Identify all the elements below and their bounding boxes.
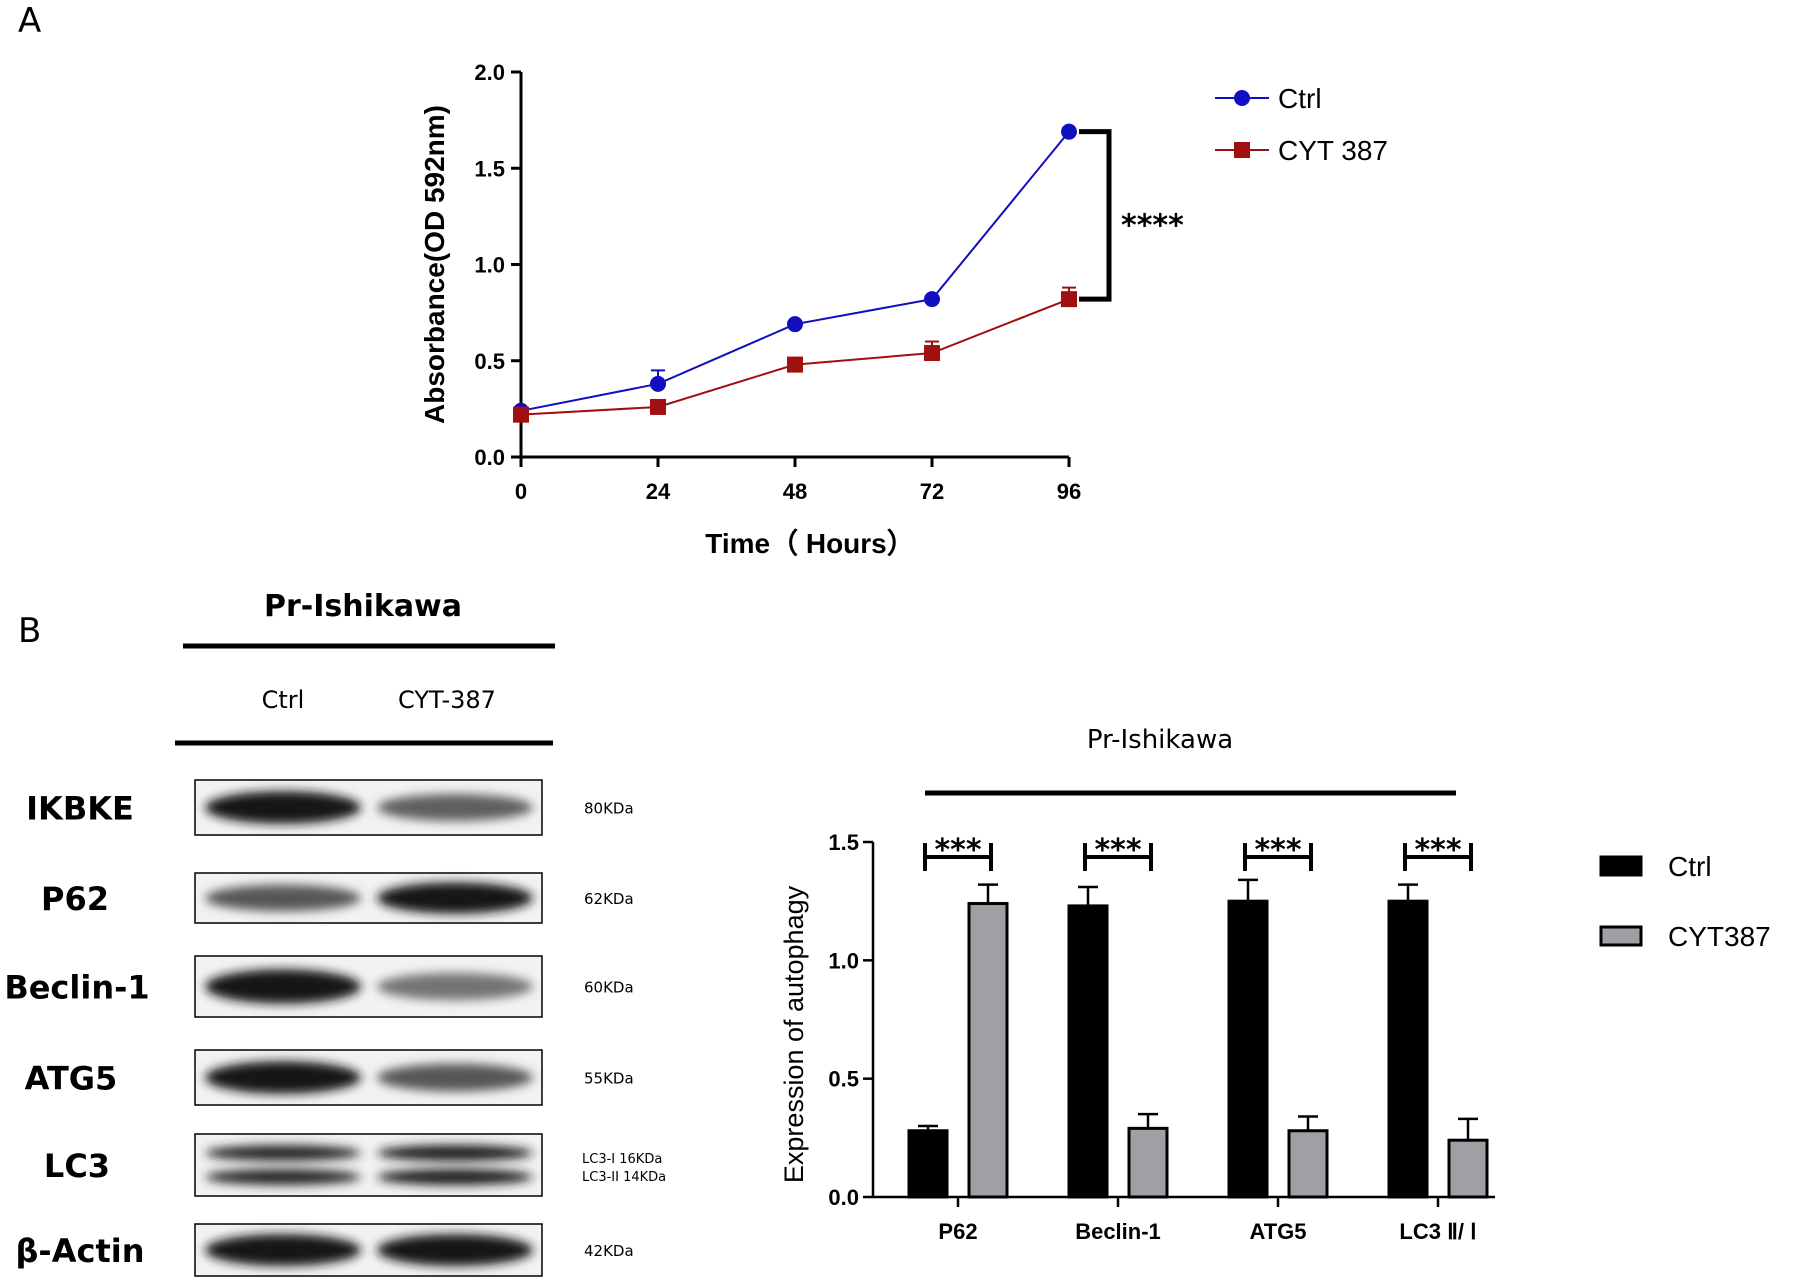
- line-chart-x-tick-label: 48: [783, 479, 807, 504]
- panel-b-letter: B: [18, 611, 41, 651]
- line-chart-x-tick-label: 24: [646, 479, 671, 504]
- blot-protein-label: IKBKE: [26, 790, 134, 828]
- blot-band: [205, 1169, 361, 1185]
- bar-chart-legend-swatch: [1599, 855, 1643, 877]
- bar-chart-bar: [1447, 1138, 1489, 1199]
- blot-protein-label: P62: [41, 880, 109, 918]
- blot-size-label: 42KDa: [584, 1242, 634, 1260]
- blot-size-label: 60KDa: [584, 979, 634, 997]
- bar-chart-legend-label: CYT387: [1668, 921, 1771, 952]
- bar-chart-significance-label: ***: [1414, 833, 1461, 868]
- blot-size-label: LC3-I 16KDa: [582, 1152, 662, 1167]
- blot-size-label: 62KDa: [584, 890, 634, 908]
- bar-chart-bar: [1067, 904, 1109, 1199]
- western-blot: Pr-Ishikawa Ctrl CYT-387 IKBKE 80KDa P62 62…: [4, 589, 666, 1277]
- bar-chart-y-tick-label: 0.5: [828, 1067, 859, 1092]
- bar-chart-significance-label: ***: [934, 833, 981, 868]
- line-chart-point: [513, 406, 529, 423]
- line-chart-point: [1061, 123, 1077, 140]
- line-chart-point: [787, 356, 803, 373]
- line-chart-legend-label: CYT 387: [1278, 135, 1388, 166]
- blot-strip: [194, 1133, 543, 1197]
- line-chart-point: [924, 291, 940, 308]
- bar-chart-y-tick-label: 1.0: [828, 948, 859, 973]
- line-chart-absorbance: Absorbance(OD 592nm) Time（ Hours） **** 0…: [419, 60, 1388, 559]
- blot-band: [377, 882, 533, 914]
- bar-chart-legend-swatch: [1599, 925, 1643, 947]
- bar-chart-bar: [1287, 1129, 1329, 1199]
- blot-band: [377, 1169, 533, 1185]
- line-chart-y-tick-label: 1.0: [474, 253, 505, 278]
- line-chart-point: [650, 398, 666, 415]
- bar-chart-category-label: LC3 Ⅱ/ Ⅰ: [1399, 1219, 1476, 1244]
- blot-band: [377, 1145, 533, 1161]
- blot-band: [205, 1061, 361, 1094]
- bar-chart-group-title: Pr-Ishikawa: [1087, 725, 1233, 755]
- blot-band: [377, 1063, 533, 1092]
- blot-lane-label-ctrl: Ctrl: [262, 686, 305, 714]
- bar-chart-bar: [967, 902, 1009, 1199]
- blot-band: [205, 969, 361, 1004]
- line-chart-legend-label: Ctrl: [1278, 83, 1322, 114]
- line-chart-point: [650, 375, 666, 392]
- line-chart-point: [1061, 291, 1077, 308]
- blot-protein-label: Beclin-1: [4, 969, 149, 1007]
- blot-size-label: 55KDa: [584, 1070, 634, 1088]
- blot-size-label: LC3-II 14KDa: [582, 1170, 666, 1185]
- blot-protein-label: LC3: [44, 1147, 110, 1185]
- line-chart-x-tick-label: 96: [1057, 479, 1081, 504]
- bar-chart-significance-label: ***: [1254, 833, 1301, 868]
- blot-protein-label: β-Actin: [16, 1232, 145, 1270]
- bar-chart-category-label: P62: [938, 1219, 977, 1244]
- bar-chart-category-label: ATG5: [1249, 1219, 1306, 1244]
- blot-band: [205, 1234, 361, 1266]
- blot-protein-label: ATG5: [25, 1060, 118, 1098]
- line-chart-y-axis-title: Absorbance(OD 592nm): [419, 105, 450, 424]
- line-chart-y-tick-label: 2.0: [474, 60, 505, 85]
- panel-a-letter: A: [18, 1, 41, 41]
- line-chart-legend-marker: [1234, 90, 1250, 106]
- line-chart-y-tick-label: 0.0: [474, 445, 505, 470]
- bar-chart-significance-label: ***: [1094, 833, 1141, 868]
- line-chart-legend-marker: [1234, 142, 1250, 158]
- bar-chart-bar: [1127, 1126, 1169, 1199]
- blot-band: [205, 791, 361, 824]
- line-chart-significance-label: ****: [1121, 208, 1184, 243]
- blot-band: [205, 884, 361, 912]
- bar-chart-autophagy: Pr-Ishikawa Expression of autophagy 0.0 0…: [779, 725, 1771, 1244]
- line-chart-significance-bracket: [1079, 129, 1112, 302]
- line-chart-x-tick-label: 72: [920, 479, 944, 504]
- bar-chart-y-tick-label: 0.0: [828, 1185, 859, 1210]
- blot-band: [377, 972, 533, 1001]
- bar-chart-y-axis-title: Expression of autophagy: [779, 885, 809, 1183]
- line-chart-y-tick-label: 1.5: [474, 156, 505, 181]
- blot-band: [377, 1234, 533, 1266]
- line-chart-point: [787, 316, 803, 333]
- blot-title: Pr-Ishikawa: [264, 589, 462, 624]
- blot-band: [205, 1145, 361, 1161]
- bar-chart-bar: [1227, 899, 1269, 1199]
- bar-chart-legend-label: Ctrl: [1668, 851, 1712, 882]
- bar-chart-bar: [1387, 899, 1429, 1199]
- line-chart-x-axis-title: Time（ Hours）: [705, 527, 915, 559]
- line-chart-x-tick-label: 0: [515, 479, 527, 504]
- bar-chart-bar: [907, 1129, 949, 1199]
- bar-chart-y-tick-label: 1.5: [828, 830, 859, 855]
- line-chart-point: [924, 345, 940, 362]
- blot-lane-label-cyt387: CYT-387: [398, 686, 496, 714]
- bar-chart-category-label: Beclin-1: [1075, 1219, 1161, 1244]
- line-chart-y-tick-label: 0.5: [474, 349, 505, 374]
- blot-size-label: 80KDa: [584, 800, 634, 818]
- blot-band: [377, 793, 533, 822]
